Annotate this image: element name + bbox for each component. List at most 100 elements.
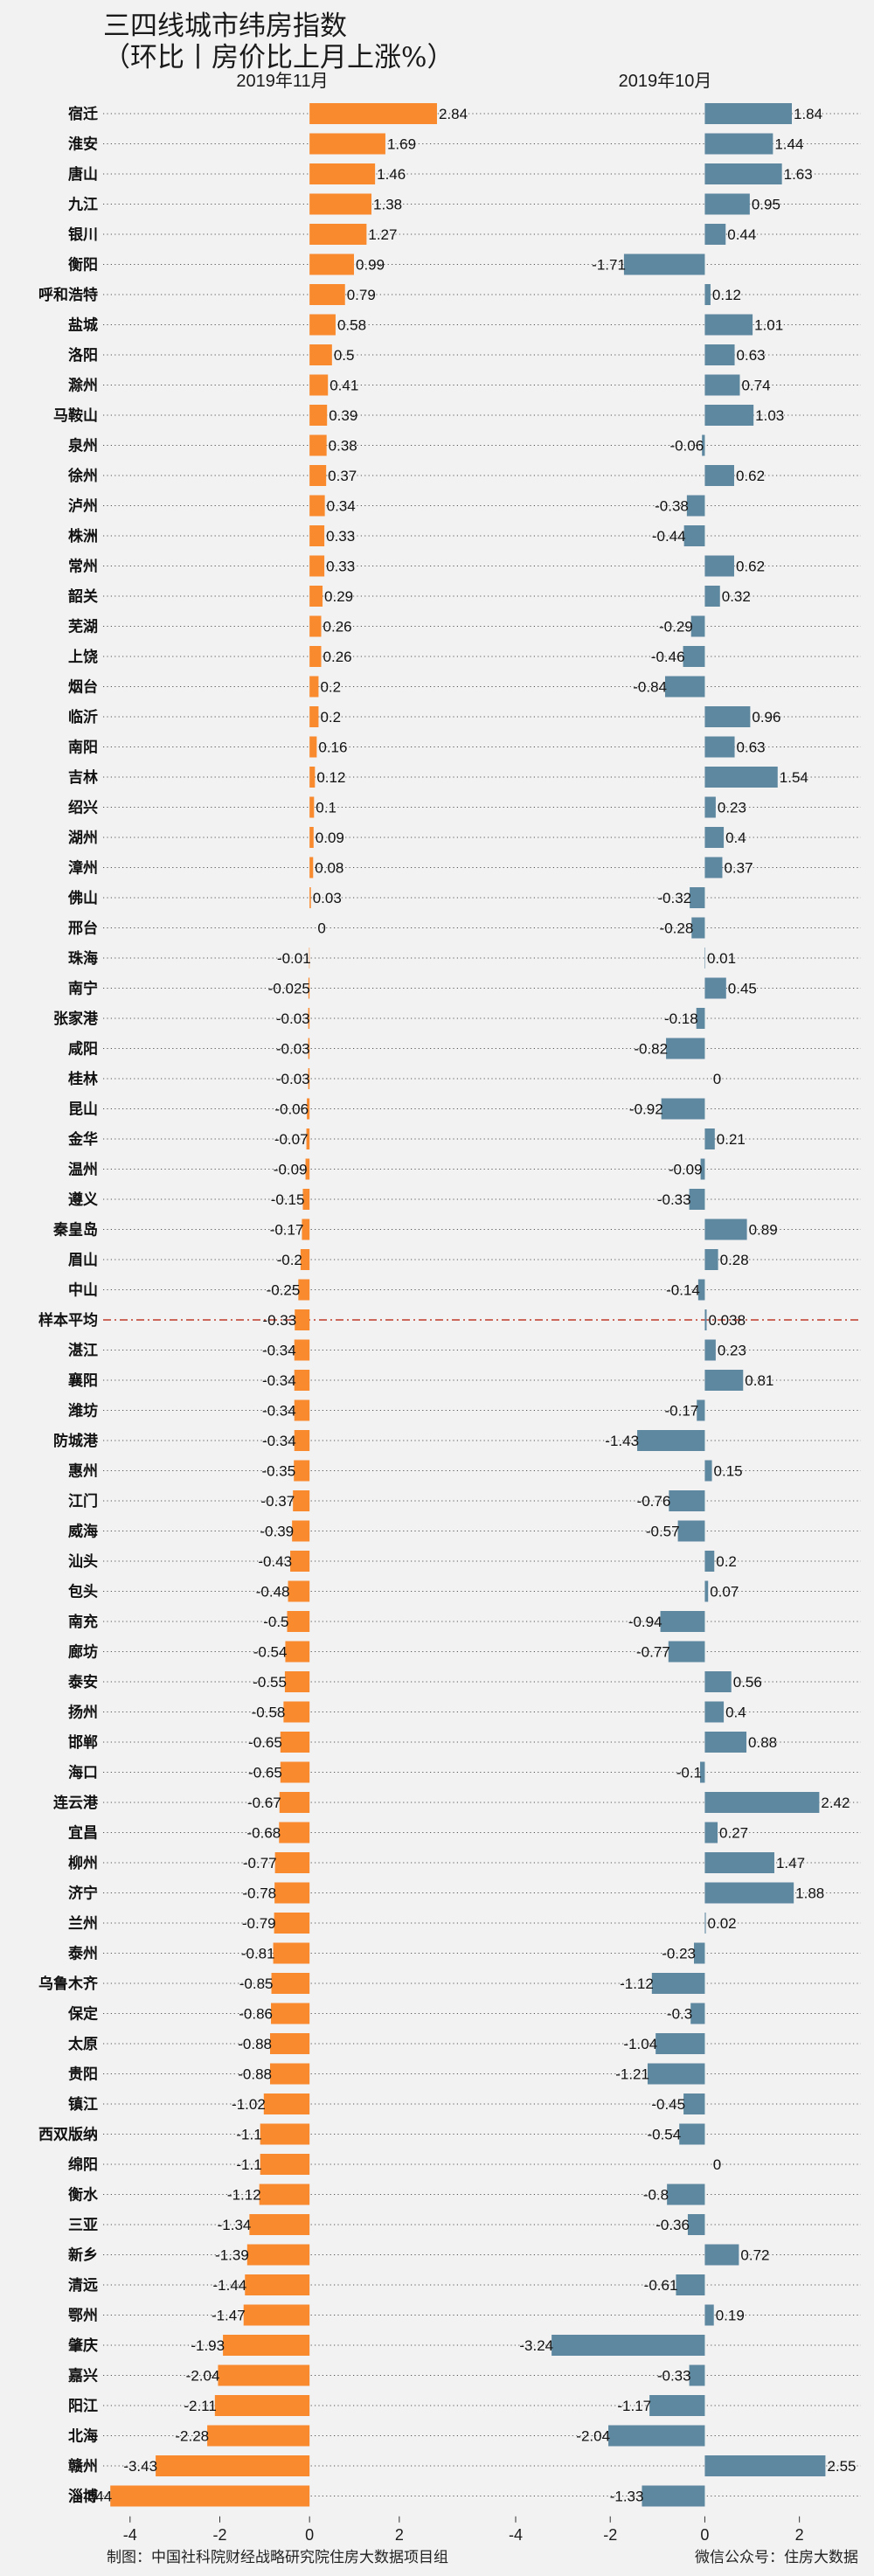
bar-nov [246, 2244, 310, 2266]
bar-oct [690, 887, 705, 908]
category-label: 张家港 [53, 1010, 99, 1028]
category-label: 衡水 [68, 2186, 99, 2205]
data-label-oct: 1.84 [794, 106, 822, 122]
category-label: 宿迁 [68, 105, 98, 123]
category-label: 嘉兴 [67, 2367, 98, 2385]
category-label: 芜湖 [68, 618, 98, 636]
category-label: 株洲 [68, 527, 98, 545]
bar-oct [704, 405, 754, 426]
data-label-nov: 0.34 [327, 498, 356, 515]
data-label-nov: -0.34 [262, 1403, 296, 1420]
bar-oct [704, 103, 792, 124]
bar-nov [309, 948, 310, 969]
bar-nov [295, 1309, 310, 1330]
bar-oct [704, 736, 735, 758]
category-label: 烟台 [68, 678, 98, 697]
data-label-nov: -0.09 [274, 1162, 308, 1178]
bar-nov [110, 2485, 310, 2507]
data-label-oct: 1.44 [774, 136, 803, 153]
data-label-nov: 0.09 [316, 830, 344, 846]
category-label: 佛山 [67, 889, 98, 907]
data-label-nov: -0.17 [270, 1222, 304, 1239]
category-label: 银川 [68, 226, 98, 244]
bar-oct [704, 1732, 747, 1753]
bar-nov [309, 163, 376, 184]
bar-oct [704, 555, 734, 577]
data-label-oct: 1.03 [755, 407, 784, 424]
bar-nov [309, 767, 316, 788]
bar-nov [302, 1189, 310, 1210]
category-label: 九江 [67, 197, 98, 214]
tick-label-nov: 2 [395, 2526, 404, 2544]
data-label-oct: -0.94 [628, 1614, 662, 1630]
bar-nov [308, 1008, 310, 1029]
category-label: 威海 [68, 1523, 98, 1541]
bar-nov [287, 1611, 310, 1632]
data-label-nov: -2.04 [186, 2368, 220, 2385]
bar-nov [249, 2214, 310, 2235]
bar-oct [700, 1158, 705, 1180]
data-label-oct: 0.28 [720, 1252, 749, 1268]
bar-nov [292, 1520, 310, 1542]
bar-nov [274, 1852, 310, 1873]
category-label: 马鞍山 [53, 406, 98, 425]
data-label-nov: -0.79 [242, 1915, 276, 1932]
bar-oct [676, 2274, 705, 2295]
data-label-nov: -0.86 [239, 2006, 273, 2023]
bar-oct [551, 2335, 705, 2356]
category-label: 上饶 [68, 648, 98, 666]
data-label-nov: -0.5 [263, 1614, 288, 1630]
data-label-oct: -0.8 [643, 2187, 669, 2204]
data-label-oct: 0.02 [708, 1915, 737, 1932]
bar-nov [309, 827, 314, 848]
data-label-nov: -1.02 [232, 2096, 266, 2113]
data-label-nov: 0.16 [318, 739, 347, 756]
category-label: 南充 [68, 1613, 98, 1631]
data-label-oct: -0.61 [644, 2277, 678, 2294]
category-label: 包头 [68, 1583, 98, 1601]
data-label-nov: 0.79 [347, 287, 376, 303]
bar-oct [697, 1279, 705, 1301]
data-label-nov: -0.34 [262, 1343, 296, 1359]
bar-oct [704, 796, 716, 818]
data-label-nov: -1.39 [215, 2247, 249, 2264]
bar-oct [704, 706, 751, 727]
bar-nov [308, 1038, 310, 1059]
data-label-nov: 0 [317, 920, 325, 937]
category-label: 连云港 [53, 1794, 99, 1812]
data-label-nov: -1.44 [212, 2277, 246, 2294]
data-label-oct: 0.038 [708, 1312, 746, 1329]
data-label-oct: 0.23 [718, 800, 746, 816]
bar-nov [269, 2033, 310, 2054]
data-label-nov: -0.34 [262, 1433, 296, 1449]
bar-oct [637, 1430, 705, 1451]
data-label-oct: -1.17 [617, 2398, 651, 2414]
data-label-nov: -0.025 [268, 981, 310, 997]
category-label: 中山 [68, 1281, 98, 1300]
bar-oct [704, 133, 773, 155]
data-label-nov: -0.34 [262, 1372, 296, 1389]
data-label-nov: 0.41 [329, 378, 358, 394]
data-label-nov: -0.48 [256, 1584, 290, 1600]
data-label-oct: 0.07 [710, 1584, 739, 1600]
bar-oct [664, 676, 705, 698]
bar-oct [704, 284, 711, 305]
bar-oct [608, 2425, 705, 2447]
bar-nov [309, 615, 322, 637]
bar-nov [294, 1430, 310, 1451]
bar-nov [294, 1460, 310, 1482]
category-label: 潍坊 [68, 1402, 98, 1420]
category-label: 绍兴 [68, 799, 98, 817]
category-label: 珠海 [68, 949, 98, 968]
data-label-oct: -1.71 [592, 257, 626, 274]
tick-label-nov: -2 [212, 2526, 226, 2544]
category-label: 宜昌 [68, 1824, 98, 1843]
category-label: 赣州 [68, 2457, 98, 2475]
category-label: 北海 [68, 2427, 98, 2446]
data-label-nov: 1.38 [373, 197, 402, 213]
data-label-nov: 0.08 [315, 860, 343, 877]
bar-oct [704, 827, 725, 848]
data-label-oct: -0.38 [655, 498, 689, 515]
data-label-nov: -0.88 [238, 2066, 272, 2083]
